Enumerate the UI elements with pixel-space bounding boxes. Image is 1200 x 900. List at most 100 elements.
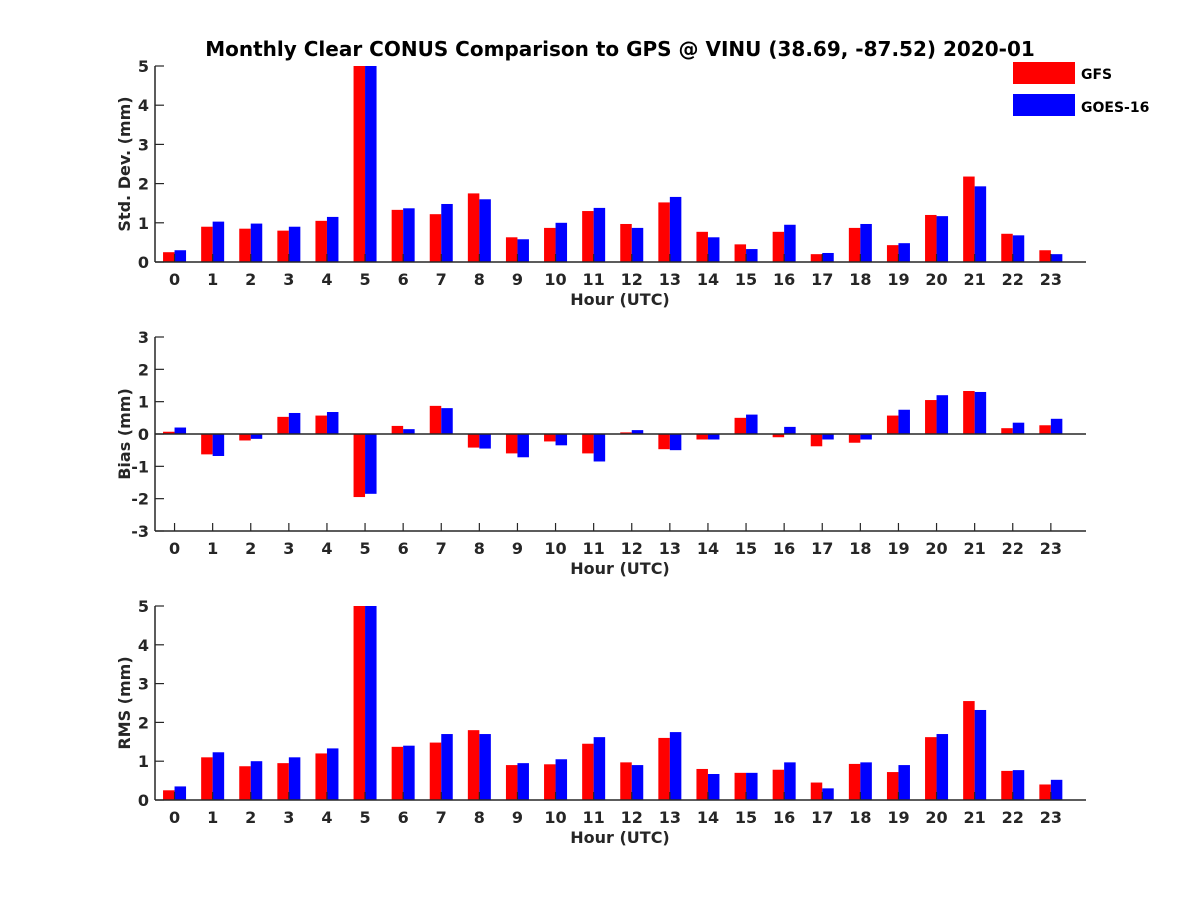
x-tick-label: 2 <box>245 808 256 827</box>
bar-goes-16-hour-8 <box>479 199 491 262</box>
bar-goes-16-hour-13 <box>669 434 682 451</box>
bar-gfs-hour-3 <box>277 230 289 262</box>
y-tick-label: 2 <box>138 713 149 732</box>
bar-gfs-hour-9 <box>505 765 518 800</box>
x-tick-label: 6 <box>398 808 409 827</box>
bar-goes-16-hour-23 <box>1050 418 1063 434</box>
y-tick-label: 3 <box>138 675 149 694</box>
y-tick-label: 0 <box>138 253 149 272</box>
y-axis-label: RMS (mm) <box>115 656 134 749</box>
bar-gfs-hour-22 <box>1001 770 1013 800</box>
bar-goes-16-hour-22 <box>1012 422 1025 434</box>
x-tick-label: 4 <box>321 270 332 289</box>
x-tick-label: 3 <box>283 539 294 558</box>
bar-gfs-hour-0 <box>163 790 175 800</box>
x-tick-label: 10 <box>544 808 566 827</box>
bar-goes-16-hour-18 <box>860 223 872 262</box>
bar-gfs-hour-15 <box>734 244 747 262</box>
x-tick-label: 0 <box>169 539 180 558</box>
x-tick-label: 15 <box>735 270 757 289</box>
bar-gfs-hour-12 <box>620 223 632 262</box>
bar-gfs-hour-11 <box>582 211 594 262</box>
x-tick-label: 3 <box>283 270 294 289</box>
bar-goes-16-hour-20 <box>936 734 949 800</box>
bar-goes-16-hour-4 <box>326 412 339 434</box>
bar-gfs-hour-19 <box>886 415 899 434</box>
bar-goes-16-hour-11 <box>593 434 606 462</box>
x-tick-label: 11 <box>583 539 605 558</box>
bar-goes-16-hour-14 <box>707 434 720 440</box>
x-tick-label: 3 <box>283 808 294 827</box>
bar-goes-16-hour-23 <box>1050 779 1063 800</box>
bar-gfs-hour-20 <box>925 214 937 262</box>
x-tick-label: 15 <box>735 539 757 558</box>
bar-goes-16-hour-21 <box>974 186 987 262</box>
x-tick-label: 6 <box>398 539 409 558</box>
x-tick-label: 0 <box>169 270 180 289</box>
bar-gfs-hour-23 <box>1039 250 1051 262</box>
legend-label-gfs: GFS <box>1081 67 1112 83</box>
bar-gfs-hour-15 <box>734 772 747 800</box>
bar-goes-16-hour-19 <box>898 243 910 262</box>
y-tick-label: -1 <box>131 457 149 476</box>
bar-goes-16-hour-21 <box>974 709 987 800</box>
bar-gfs-hour-1 <box>201 757 213 800</box>
x-tick-label: 16 <box>773 539 795 558</box>
bar-goes-16-hour-16 <box>784 426 796 434</box>
bar-goes-16-hour-7 <box>441 203 453 262</box>
bar-gfs-hour-12 <box>620 432 632 434</box>
x-tick-label: 7 <box>436 539 447 558</box>
x-tick-label: 14 <box>697 808 719 827</box>
x-tick-label: 10 <box>544 270 566 289</box>
x-tick-label: 12 <box>621 808 643 827</box>
bar-goes-16-hour-3 <box>288 757 301 800</box>
bar-gfs-hour-10 <box>544 764 556 800</box>
x-tick-label: 13 <box>659 270 681 289</box>
bar-goes-16-hour-23 <box>1050 254 1063 262</box>
x-tick-label: 14 <box>697 270 719 289</box>
bar-gfs-hour-0 <box>163 431 175 434</box>
bar-gfs-hour-22 <box>1001 233 1013 262</box>
bar-gfs-hour-1 <box>201 434 213 455</box>
bar-gfs-hour-13 <box>658 737 670 800</box>
bar-gfs-hour-4 <box>315 753 327 800</box>
x-tick-label: 5 <box>359 539 370 558</box>
y-tick-label: -3 <box>131 522 149 541</box>
bar-gfs-hour-20 <box>925 400 937 434</box>
x-tick-label: 5 <box>359 270 370 289</box>
x-axis-label: Hour (UTC) <box>570 290 670 309</box>
bar-goes-16-hour-16 <box>784 762 796 800</box>
bar-gfs-hour-7 <box>429 405 442 434</box>
bar-goes-16-hour-3 <box>288 412 301 434</box>
bar-gfs-hour-11 <box>582 434 594 454</box>
bar-gfs-hour-21 <box>963 176 975 262</box>
bar-gfs-hour-23 <box>1039 425 1051 434</box>
y-tick-label: 0 <box>138 791 149 810</box>
bar-gfs-hour-15 <box>734 417 747 434</box>
x-tick-label: 21 <box>964 539 986 558</box>
bar-goes-16-hour-5 <box>365 66 377 262</box>
x-tick-label: 13 <box>659 808 681 827</box>
bar-goes-16-hour-21 <box>974 391 987 434</box>
bar-goes-16-hour-13 <box>669 732 682 800</box>
x-tick-label: 12 <box>621 270 643 289</box>
bar-goes-16-hour-2 <box>250 761 263 800</box>
x-tick-label: 18 <box>849 539 871 558</box>
y-axis-label: Bias (mm) <box>115 388 134 480</box>
bar-gfs-hour-10 <box>544 227 556 262</box>
y-tick-label: 5 <box>138 597 149 616</box>
bar-goes-16-hour-19 <box>898 409 910 434</box>
bar-gfs-hour-13 <box>658 202 670 262</box>
x-tick-label: 0 <box>169 808 180 827</box>
y-tick-label: 4 <box>138 96 149 115</box>
x-tick-label: 9 <box>512 808 523 827</box>
bar-goes-16-hour-15 <box>746 414 758 434</box>
bar-gfs-hour-13 <box>658 434 670 450</box>
bar-gfs-hour-0 <box>163 252 175 262</box>
x-tick-label: 5 <box>359 808 370 827</box>
bar-goes-16-hour-6 <box>403 208 415 262</box>
bar-goes-16-hour-16 <box>784 224 796 262</box>
bar-gfs-hour-11 <box>582 743 594 800</box>
x-tick-label: 17 <box>811 808 833 827</box>
